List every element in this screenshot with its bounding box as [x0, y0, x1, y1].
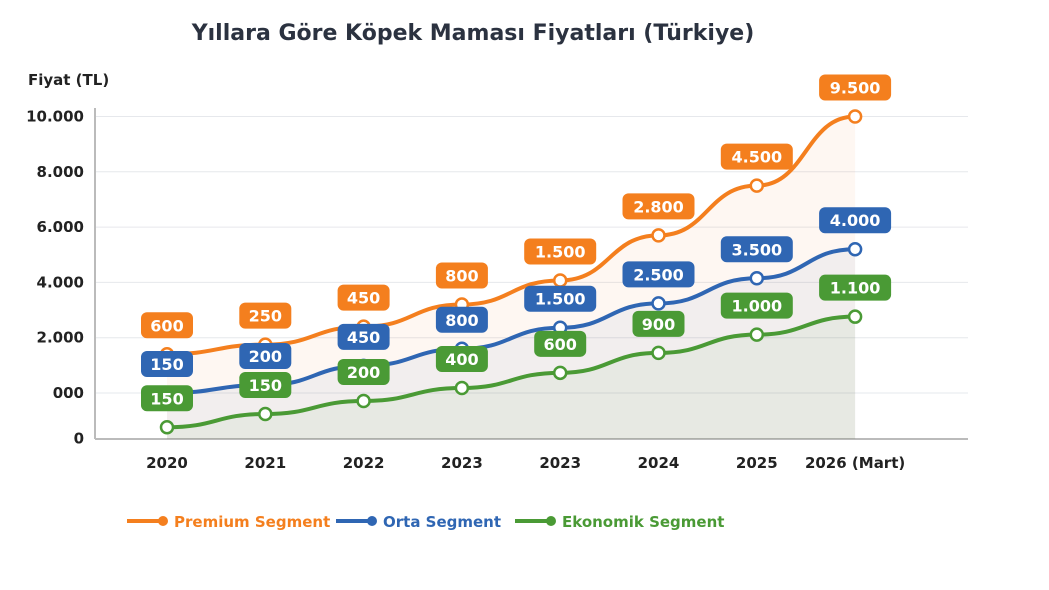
data-label-box — [534, 330, 587, 357]
data-label: 150 — [150, 389, 183, 408]
data-point — [749, 271, 765, 286]
data-point — [651, 228, 666, 243]
legend-label: Ekonomik Segment — [562, 513, 724, 531]
data-label: 800 — [445, 267, 478, 286]
series-area — [167, 249, 856, 439]
x-tick-label: 2023 — [539, 454, 581, 472]
data-label-box — [141, 312, 193, 339]
data-label: 4.500 — [731, 148, 782, 167]
legend-marker — [546, 516, 556, 526]
data-label: 1.500 — [535, 242, 586, 261]
legend-label: Orta Segment — [383, 513, 501, 531]
data-label-box — [239, 302, 292, 329]
y-tick-label: 10.000 — [26, 108, 84, 126]
data-point — [651, 296, 666, 311]
data-label-box — [632, 310, 685, 337]
x-tick-label: 2021 — [244, 454, 286, 472]
data-label-box — [239, 372, 292, 399]
data-point — [552, 365, 568, 381]
data-label: 150 — [249, 376, 282, 395]
data-label: 4.000 — [830, 211, 881, 230]
y-tick-label: 000 — [53, 384, 84, 402]
data-label: 3.500 — [731, 240, 782, 259]
data-label-box — [141, 385, 193, 412]
data-label-box — [819, 207, 892, 234]
legend-label: Premium Segment — [174, 513, 330, 531]
data-point — [356, 393, 371, 409]
series-area — [167, 316, 856, 439]
data-label: 800 — [445, 311, 478, 330]
data-label: 1.000 — [731, 297, 782, 316]
legend-marker — [158, 516, 168, 526]
data-point — [552, 273, 568, 288]
y-axis-label: Fiyat (TL) — [28, 71, 109, 89]
y-tick-label: 2.000 — [37, 329, 84, 347]
data-label-box — [720, 236, 793, 263]
y-tick-label: 8.000 — [37, 163, 84, 181]
data-point — [454, 380, 470, 396]
x-tick-label: 2022 — [343, 454, 385, 472]
data-label: 1.500 — [535, 290, 586, 309]
data-point — [847, 309, 863, 324]
data-label: 2.800 — [633, 197, 684, 216]
data-label-box — [337, 359, 390, 386]
y-tick-label: 0 — [74, 430, 84, 448]
data-label: 250 — [249, 307, 282, 326]
data-label-box — [435, 306, 488, 333]
data-label: 200 — [249, 347, 282, 366]
chart-title: Yıllara Göre Köpek Maması Fiyatları (Tür… — [191, 21, 755, 46]
data-point — [749, 327, 765, 342]
data-label-box — [435, 346, 488, 373]
data-label-box — [622, 261, 695, 288]
data-point — [847, 241, 863, 257]
y-tick-label: 4.000 — [37, 273, 84, 291]
data-label: 150 — [150, 355, 183, 374]
data-label: 2.500 — [633, 265, 684, 284]
data-label: 450 — [347, 289, 380, 308]
data-label-box — [720, 143, 793, 170]
legend-marker — [367, 516, 377, 526]
series-area — [167, 116, 856, 439]
data-label-box — [141, 351, 193, 377]
y-tick-label: 6.000 — [37, 218, 84, 236]
data-label-box — [337, 323, 390, 350]
x-tick-label: 2026 (Mart) — [805, 454, 905, 472]
x-tick-label: 2023 — [441, 454, 483, 472]
data-label: 200 — [347, 363, 380, 382]
data-point — [651, 345, 666, 361]
data-point — [749, 178, 765, 193]
data-label: 900 — [642, 315, 675, 334]
data-label-box — [435, 262, 488, 289]
x-tick-label: 2025 — [736, 454, 778, 472]
data-label-box — [819, 274, 892, 301]
data-label-box — [239, 342, 292, 369]
x-tick-label: 2020 — [146, 454, 188, 472]
data-label: 9.500 — [830, 79, 881, 98]
data-label-box — [337, 284, 390, 311]
data-label-box — [524, 238, 597, 265]
series-line — [165, 314, 858, 430]
data-label-box — [819, 74, 892, 101]
data-label-box — [720, 292, 793, 319]
data-label: 1.100 — [830, 279, 881, 298]
data-label-box — [622, 193, 695, 220]
data-label: 400 — [445, 350, 478, 369]
data-label: 450 — [347, 328, 380, 347]
data-point — [159, 420, 175, 435]
data-label-box — [524, 285, 597, 312]
data-label: 600 — [150, 316, 183, 335]
data-label: 600 — [543, 335, 576, 354]
data-point — [847, 109, 863, 124]
x-tick-label: 2024 — [638, 454, 680, 472]
data-point — [258, 406, 273, 422]
